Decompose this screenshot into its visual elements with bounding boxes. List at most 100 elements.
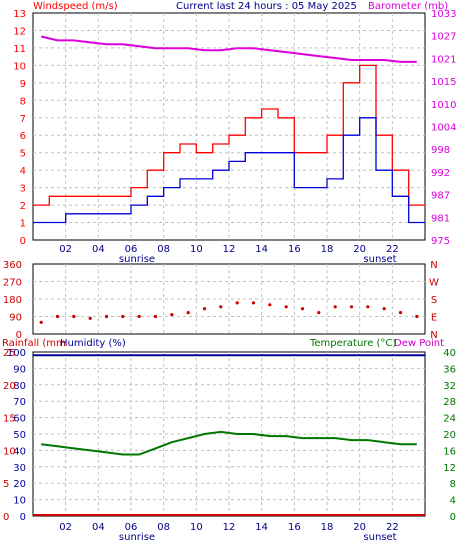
baro-y-tick-label: 1033	[431, 9, 456, 20]
baro-y-tick-label: 981	[431, 213, 450, 224]
wind-y-tick-label: 10	[13, 61, 26, 72]
humidity-y-tick-label: 100	[7, 348, 26, 359]
climate-x-tick-label: 04	[92, 522, 105, 533]
dir-y-tick-label: 90	[9, 313, 22, 324]
climate-x-tick-label: 22	[386, 522, 399, 533]
direction-point	[39, 320, 43, 324]
temp-y-tick-label: 32	[443, 381, 456, 392]
climate-x-tick-label: 12	[223, 522, 236, 533]
baro-y-tick-label: 1004	[431, 123, 456, 134]
humidity-y-tick-label: 50	[13, 430, 26, 441]
climate-x-tick-label: 14	[255, 522, 268, 533]
direction-point	[121, 314, 125, 319]
climate-sunset-label: sunset	[363, 532, 396, 542]
rain-y-tick-label: 5	[3, 479, 9, 490]
rain-y-tick-label: 20	[3, 381, 16, 392]
direction-point	[153, 314, 158, 319]
wind-y-tick-label: 7	[20, 114, 26, 125]
dir-compass-label: W	[429, 278, 439, 289]
wind-x-tick-label: 22	[386, 244, 399, 255]
direction-point	[219, 305, 223, 309]
dir-y-tick-label: 360	[3, 260, 22, 271]
climate-x-tick-label: 10	[190, 522, 203, 533]
temperature-axis-title: Temperature (°C)	[309, 338, 396, 349]
baro-y-tick-label: 987	[431, 191, 450, 202]
direction-point	[170, 313, 174, 317]
humidity-y-tick-label: 30	[13, 463, 26, 474]
direction-point	[398, 311, 403, 315]
direction-point	[382, 307, 386, 311]
wind-y-tick-label: 0	[20, 236, 26, 247]
wind-y-tick-label: 9	[20, 79, 26, 90]
dewpoint-axis-title: Dew Point	[394, 338, 444, 349]
temp-y-tick-label: 4	[450, 496, 456, 507]
humidity-y-tick-label: 90	[13, 364, 26, 375]
dir-compass-label: S	[431, 295, 437, 306]
sunrise-label: sunrise	[119, 254, 155, 265]
wind-y-tick-label: 13	[13, 9, 26, 20]
humidity-y-tick-label: 0	[20, 512, 26, 523]
temp-y-tick-label: 0	[450, 512, 456, 523]
humidity-axis-title: Humidity (%)	[60, 338, 126, 349]
humidity-y-tick-label: 70	[13, 397, 26, 408]
direction-point	[202, 307, 207, 311]
rainfall-axis-title: Rainfall (mm	[2, 338, 66, 349]
climate-x-tick-label: 06	[125, 522, 138, 533]
humidity-y-tick-label: 20	[13, 479, 26, 490]
baro-y-tick-label: 1027	[431, 32, 456, 43]
climate-x-tick-label: 16	[288, 522, 301, 533]
wind-x-tick-label: 10	[190, 244, 203, 255]
direction-point	[317, 311, 321, 315]
wind-y-tick-label: 5	[20, 149, 26, 160]
temp-y-tick-label: 20	[443, 430, 456, 441]
barometer-axis-title: Barometer (mb)	[368, 1, 448, 12]
dir-compass-label: E	[431, 313, 437, 324]
direction-point	[88, 316, 92, 320]
humidity-y-tick-label: 10	[13, 496, 26, 507]
rain-y-tick-label: 10	[3, 446, 16, 457]
humidity-y-tick-label: 60	[13, 414, 26, 425]
direction-point	[366, 305, 370, 309]
direction-point	[268, 303, 272, 307]
wind-x-tick-label: 02	[59, 244, 72, 255]
direction-point	[235, 301, 239, 305]
baro-y-tick-label: 1010	[431, 100, 456, 111]
wind-y-tick-label: 1	[20, 219, 26, 230]
wind-x-tick-label: 16	[288, 244, 301, 255]
wind-y-tick-label: 4	[20, 166, 26, 177]
climate-x-tick-label: 20	[353, 522, 366, 533]
wind-gust-series	[33, 64, 425, 206]
wind-x-tick-label: 12	[223, 244, 236, 255]
direction-point	[349, 305, 354, 309]
baro-y-tick-label: 975	[431, 236, 450, 247]
direction-point	[300, 307, 305, 311]
direction-point	[104, 314, 109, 319]
direction-point	[55, 314, 60, 319]
dir-compass-label: N	[430, 330, 437, 341]
wind-x-tick-label: 14	[255, 244, 268, 255]
baro-y-tick-label: 992	[431, 168, 450, 179]
rain-y-tick-label: 25	[3, 348, 16, 359]
direction-point	[333, 305, 337, 309]
wind-y-tick-label: 2	[20, 201, 26, 212]
temp-y-tick-label: 28	[443, 397, 456, 408]
temperature-series	[41, 430, 417, 456]
rain-y-tick-label: 0	[3, 512, 9, 523]
humidity-y-tick-label: 80	[13, 381, 26, 392]
windspeed-axis-title: Windspeed (m/s)	[33, 1, 118, 12]
wind-y-tick-label: 12	[13, 26, 26, 37]
tick-labels: 0123456789101112139759819879929981004101…	[3, 9, 457, 542]
temp-y-tick-label: 36	[443, 364, 456, 375]
direction-point	[251, 301, 256, 305]
baro-y-tick-label: 1015	[431, 77, 456, 88]
temp-y-tick-label: 24	[443, 414, 456, 425]
climate-sunrise-label: sunrise	[119, 532, 155, 542]
wind-x-tick-label: 08	[157, 244, 170, 255]
dir-y-tick-label: 0	[16, 330, 22, 341]
baro-y-tick-label: 998	[431, 145, 450, 156]
climate-x-tick-label: 18	[321, 522, 334, 533]
windspeed-series	[33, 117, 425, 224]
wind-x-tick-label: 06	[125, 244, 138, 255]
temp-y-tick-label: 40	[443, 348, 456, 359]
